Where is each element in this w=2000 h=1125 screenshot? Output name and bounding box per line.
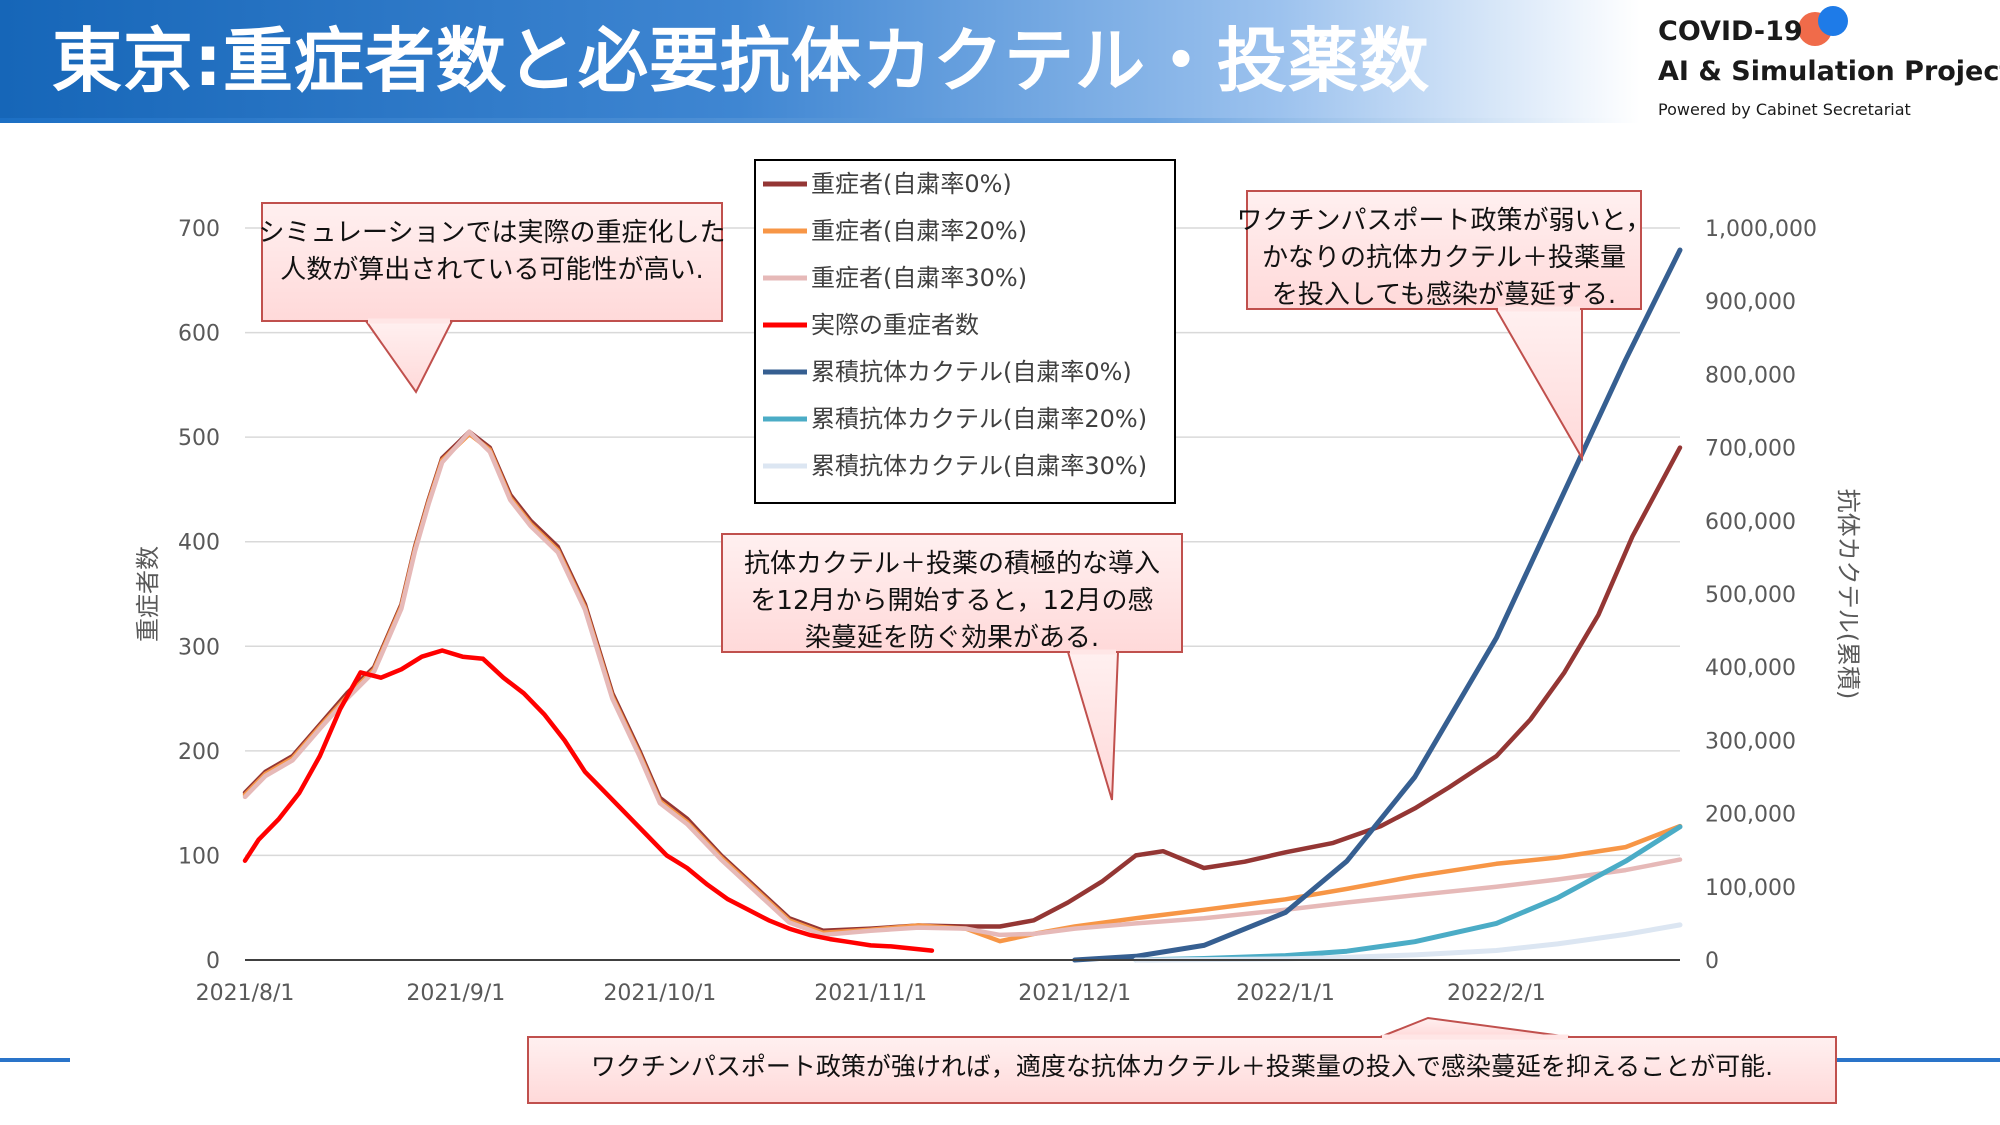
callout-left-pointer — [364, 320, 454, 394]
legend-entry: 実際の重症者数 — [811, 311, 979, 339]
callout-bottom-line: ワクチンパスポート政策が強ければ，適度な抗体カクテル＋投薬量の投入で感染蔓延を抑… — [591, 1052, 1773, 1081]
callout-middle-box — [721, 533, 1183, 653]
callout-middle-pointer — [1066, 651, 1120, 801]
callout-left-line: 人数が算出されている可能性が高い. — [280, 255, 704, 285]
project-logo: COVID-19 AI & Simulation Project Powered… — [1658, 6, 2000, 119]
callout-middle-line: を12月から開始すると，12月の感 — [750, 586, 1153, 616]
legend-entry: 累積抗体カクテル(自粛率0%) — [811, 358, 1132, 386]
callout-right-line: かなりの抗体カクテル＋投薬量 — [1262, 243, 1626, 273]
y-tick-label: 0 — [206, 949, 220, 974]
y-axis-label: 重症者数 — [134, 546, 162, 642]
x-tick-label: 2021/12/1 — [1018, 981, 1131, 1006]
footer-line-right — [1836, 1058, 2000, 1062]
legend: 重症者(自粛率0%) 重症者(自粛率20%) 重症者(自粛率30%) 実際の重症者数累… — [754, 159, 1176, 504]
x-tick-label: 2022/2/1 — [1447, 981, 1546, 1006]
legend-entry: 累積抗体カクテル(自粛率30%) — [811, 452, 1147, 480]
callout-left-box — [261, 202, 723, 322]
y2-tick-label: 500,000 — [1705, 583, 1796, 608]
y-tick-label: 400 — [178, 531, 220, 556]
callout-bottom-box — [527, 1036, 1837, 1104]
series-layer — [242, 247, 1683, 963]
callout-right: ワクチンパスポート政策が弱いと， かなりの抗体カクテル＋投薬量を投入しても感染が蔓… — [1237, 190, 1652, 462]
y2-tick-label: 300,000 — [1705, 729, 1796, 754]
x-tick-label: 2021/9/1 — [406, 981, 505, 1006]
y2-tick-label: 100,000 — [1705, 876, 1796, 901]
callout-right-pointer — [1494, 308, 1583, 462]
axes: 0 100 200 300 400 500 600 700 0 100,000 200,000 300… — [134, 217, 1862, 1006]
legend-entry: 累積抗体カクテル(自粛率20%) — [811, 405, 1147, 433]
y2-tick-label: 900,000 — [1705, 290, 1796, 315]
x-tick-label: 2021/10/1 — [603, 981, 716, 1006]
legend-entry: 重症者(自粛率30%) — [811, 264, 1027, 292]
y-tick-label: 500 — [178, 426, 220, 451]
y2-axis-label: 抗体カクテル(累積) — [1834, 489, 1862, 700]
callout-right-line: ワクチンパスポート政策が弱いと， — [1237, 206, 1652, 236]
y2-tick-label: 600,000 — [1705, 510, 1796, 535]
y-tick-label: 200 — [178, 740, 220, 765]
series-line-2 — [242, 429, 1683, 938]
legend-entry: 重症者(自粛率0%) — [811, 170, 1012, 198]
series-line-3 — [242, 648, 935, 953]
legend-box — [754, 159, 1176, 504]
y2-tick-label: 700,000 — [1705, 437, 1796, 462]
footer-line-left — [0, 1058, 70, 1062]
callout-right-line: を投入しても感染が蔓延する. — [1272, 280, 1616, 310]
y2-tick-label: 200,000 — [1705, 803, 1796, 828]
x-tick-label: 2021/11/1 — [814, 981, 927, 1006]
header-underline — [0, 118, 1640, 123]
y-tick-label: 600 — [178, 322, 220, 347]
logo-subtitle: Powered by Cabinet Secretariat — [1658, 100, 1911, 119]
logo-title-line2: AI & Simulation Project — [1658, 56, 2000, 87]
x-tick-label: 2022/1/1 — [1236, 981, 1335, 1006]
callout-middle-line: 染蔓延を防ぐ効果がある. — [805, 623, 1099, 653]
y-tick-label: 100 — [178, 844, 220, 869]
callout-left-line: シミュレーションでは実際の重症化した — [259, 218, 726, 248]
logo-dot-blue — [1818, 6, 1848, 36]
y-tick-label: 700 — [178, 217, 220, 242]
callout-bottom-pointer — [1379, 1016, 1571, 1038]
header-bar — [0, 0, 1640, 118]
y2-tick-label: 1,000,000 — [1705, 217, 1817, 242]
logo-title-line1: COVID-19 — [1658, 16, 1803, 47]
callout-middle: 抗体カクテル＋投薬の積極的な導入を12月から開始すると，12月の感染蔓延を防ぐ効… — [721, 533, 1183, 801]
legend-entry: 重症者(自粛率20%) — [811, 217, 1027, 245]
x-tick-label: 2021/8/1 — [196, 981, 295, 1006]
series-line-4 — [1072, 247, 1683, 963]
y2-tick-label: 800,000 — [1705, 363, 1796, 388]
page-title: 東京:重症者数と必要抗体カクテル・投薬数 — [52, 20, 1430, 102]
y-tick-label: 300 — [178, 635, 220, 660]
callout-right-box — [1246, 190, 1642, 310]
y2-tick-label: 400,000 — [1705, 656, 1796, 681]
callout-middle-line: 抗体カクテル＋投薬の積極的な導入 — [744, 549, 1160, 579]
y2-tick-label: 0 — [1705, 949, 1719, 974]
callout-bottom: ワクチンパスポート政策が強ければ，適度な抗体カクテル＋投薬量の投入で感染蔓延を抑… — [527, 1016, 1837, 1104]
